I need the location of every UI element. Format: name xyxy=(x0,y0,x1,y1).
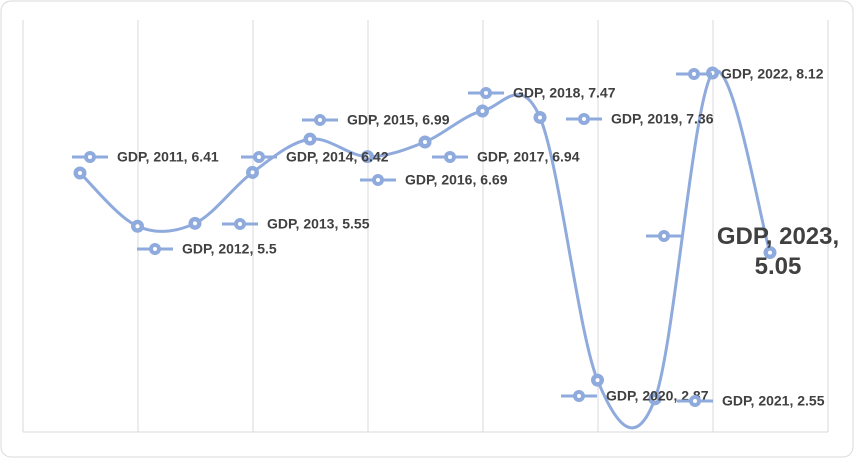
label-key-center xyxy=(238,222,242,226)
label-key-center xyxy=(484,91,488,95)
label-key-center xyxy=(448,155,452,159)
point-marker-center xyxy=(193,221,197,226)
label-key-center xyxy=(662,234,666,238)
data-label: GDP, 2018, 7.47 xyxy=(513,85,616,101)
data-label: GDP, 2022, 8.12 xyxy=(721,66,824,82)
point-marker-center xyxy=(595,378,600,383)
data-label: GDP, 2012, 5.5 xyxy=(182,241,277,257)
point-marker-center xyxy=(480,109,485,114)
data-label: GDP, 2014, 6.42 xyxy=(286,149,389,165)
label-key-center xyxy=(582,117,586,121)
label-key-center xyxy=(693,399,697,403)
point-marker-center xyxy=(78,171,82,176)
label-key-center xyxy=(88,155,92,159)
label-key-center xyxy=(318,118,322,122)
data-label: GDP, 2019, 7.36 xyxy=(611,111,714,127)
point-marker-center xyxy=(538,115,542,120)
label-key-center xyxy=(153,247,157,251)
label-key-center xyxy=(376,178,380,182)
plot: GDP, 2011, 6.41 GDP, 2012, 5.5 GDP, 2013, … xyxy=(72,66,825,430)
data-label: GDP, 2013, 5.55 xyxy=(267,216,370,232)
point-marker-center xyxy=(135,224,140,229)
data-label: GDP, 2021, 2.55 xyxy=(722,393,825,409)
point-marker-center xyxy=(250,170,255,175)
label-key-center xyxy=(692,72,696,76)
data-label: GDP, 2015, 6.99 xyxy=(347,112,450,128)
gdp-line xyxy=(78,69,772,430)
data-label: GDP, 2011, 6.41 xyxy=(117,149,219,165)
point-marker-center xyxy=(365,154,370,159)
point-marker-center xyxy=(653,396,657,401)
point-marker-center xyxy=(308,137,312,142)
label-key-center xyxy=(577,394,581,398)
data-label: GDP, 2017, 6.94 xyxy=(477,149,580,165)
point-marker-center xyxy=(768,250,772,255)
point-marker-center xyxy=(423,140,427,145)
label-key-center xyxy=(257,155,261,159)
data-label: GDP, 2016, 6.69 xyxy=(405,172,508,188)
data-label: GDP, 2023, 5.05 xyxy=(716,223,840,280)
